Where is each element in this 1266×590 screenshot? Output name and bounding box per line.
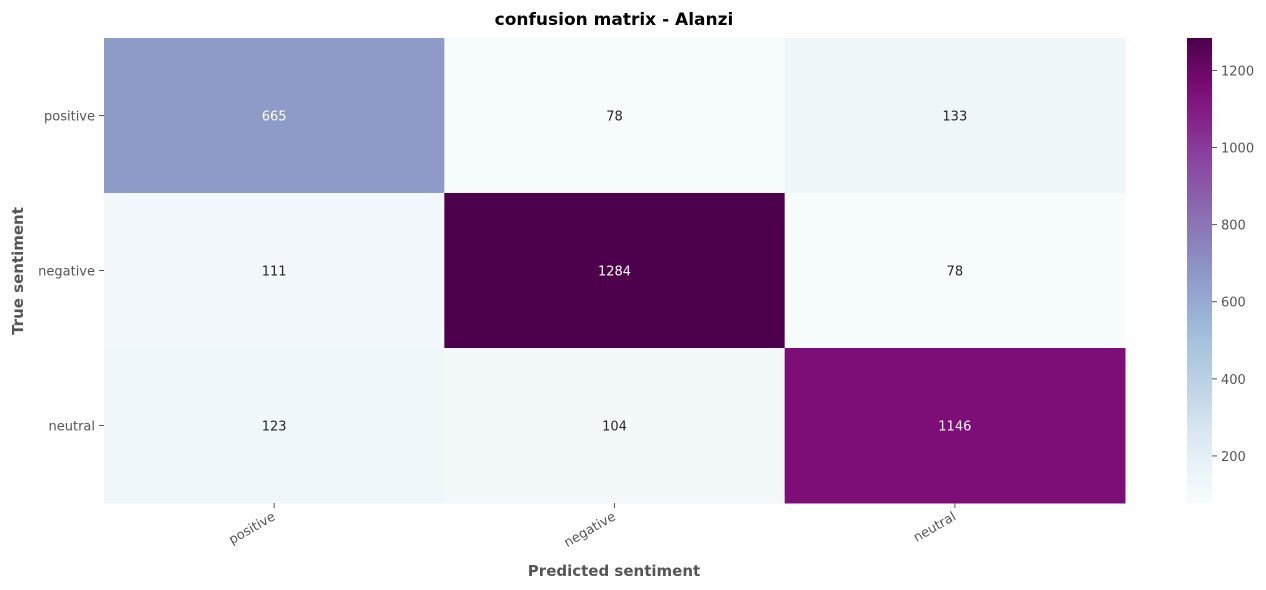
cell-value-label: 78: [947, 265, 964, 280]
cell-value-label: 123: [262, 420, 287, 435]
heatmap-cell: [784, 348, 1126, 504]
heatmap-cell: [104, 38, 445, 194]
x-tick-labels: positive negative neutral: [226, 503, 959, 551]
colorbar-tick-label: 400: [1221, 373, 1246, 388]
heatmap-cell: [104, 193, 445, 349]
y-tick-label: positive: [44, 110, 95, 125]
heatmap-cell: [444, 38, 786, 194]
y-tick-labels: positive negative neutral: [38, 110, 104, 435]
x-tick-label: neutral: [911, 509, 959, 545]
colorbar-tick-label: 1200: [1221, 64, 1254, 79]
x-tick-label: positive: [226, 509, 278, 547]
y-axis-label: True sentiment: [9, 207, 27, 335]
heatmap-cell: [444, 193, 786, 349]
colorbar-tick-label: 200: [1221, 450, 1246, 465]
heatmap-cell: [104, 348, 445, 504]
cell-value-label: 665: [262, 110, 287, 125]
cell-value-label: 1146: [938, 420, 971, 435]
colorbar-ticks: 200 400 600 800 1000 1200: [1212, 64, 1254, 465]
heatmap-cell: [784, 193, 1126, 349]
colorbar-tick-label: 1000: [1221, 142, 1254, 157]
colorbar-gradient: [1187, 38, 1212, 503]
y-tick-label: neutral: [49, 420, 96, 435]
x-tick-label: negative: [562, 509, 619, 550]
y-tick-label: negative: [38, 265, 95, 280]
chart-title: confusion matrix - Alanzi: [495, 10, 734, 30]
x-axis-label: Predicted sentiment: [528, 562, 700, 580]
cell-value-label: 111: [262, 265, 287, 280]
cell-value-label: 133: [942, 110, 967, 125]
cell-value-label: 78: [606, 110, 623, 125]
cell-value-label: 104: [602, 420, 627, 435]
heatmap-cells: 665 78 133 111 1284 78 123 104 1146: [104, 38, 1126, 504]
cell-value-label: 1284: [598, 265, 631, 280]
colorbar-tick-label: 800: [1221, 219, 1246, 234]
heatmap-cell: [784, 38, 1126, 194]
colorbar: 200 400 600 800 1000 1200: [1187, 38, 1254, 503]
heatmap-cell: [444, 348, 786, 504]
colorbar-tick-label: 600: [1221, 296, 1246, 311]
